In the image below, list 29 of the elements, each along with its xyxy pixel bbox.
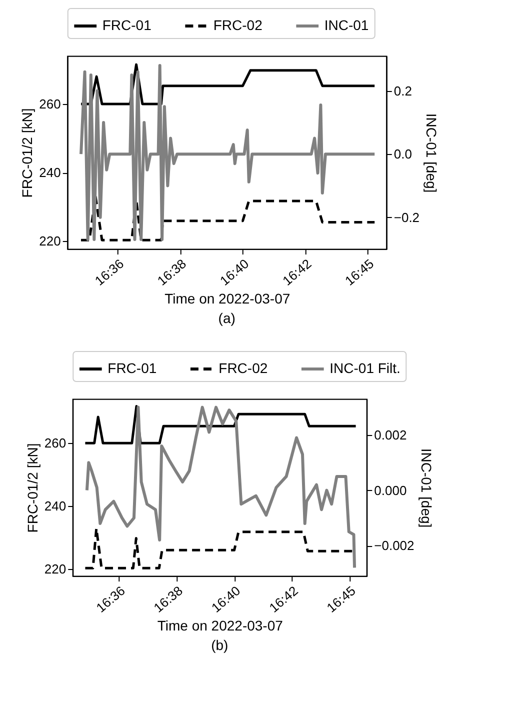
text: (b) xyxy=(211,636,228,653)
legend-label: INC-01 Filt. xyxy=(330,360,400,376)
y-tick-label: 240 xyxy=(44,498,66,514)
y-axis-title: FRC-01/2 [kN] xyxy=(24,443,40,533)
x-axis-title: Time on 2022-03-07 xyxy=(157,617,284,634)
y2-tick-label: 0.2 xyxy=(394,83,412,98)
x-axis-title: Time on 2022-03-07 xyxy=(164,290,290,306)
legend-label: FRC-02 xyxy=(218,360,268,376)
line-series xyxy=(85,406,356,570)
line-series xyxy=(80,195,376,242)
legend-label: FRC-01 xyxy=(102,17,152,33)
y-tick-label: 260 xyxy=(44,436,66,451)
y2-axis-title: INC-01 [deg] xyxy=(418,448,434,528)
y-tick-label: 260 xyxy=(39,96,61,112)
y-tick-label: 220 xyxy=(39,234,61,249)
y2-tick-label: −0.2 xyxy=(394,210,420,225)
y2-axis-title: INC-01 [deg] xyxy=(424,113,440,193)
legend-label: FRC-01 xyxy=(108,360,157,376)
y-axis-title: FRC-01/2 [kN] xyxy=(19,108,36,198)
legend-label: FRC-02 xyxy=(213,17,263,33)
y2-tick-label: 0.002 xyxy=(374,427,407,442)
legend-label: INC-01 xyxy=(324,17,369,33)
y2-tick-label: 0.0 xyxy=(394,146,412,162)
y-tick-label: 240 xyxy=(39,165,61,180)
y2-tick-label: −0.002 xyxy=(374,538,414,554)
y-tick-label: 220 xyxy=(44,562,66,577)
text: (a) xyxy=(218,310,236,326)
line-series xyxy=(80,64,376,242)
y2-tick-label: 0.000 xyxy=(374,482,407,498)
